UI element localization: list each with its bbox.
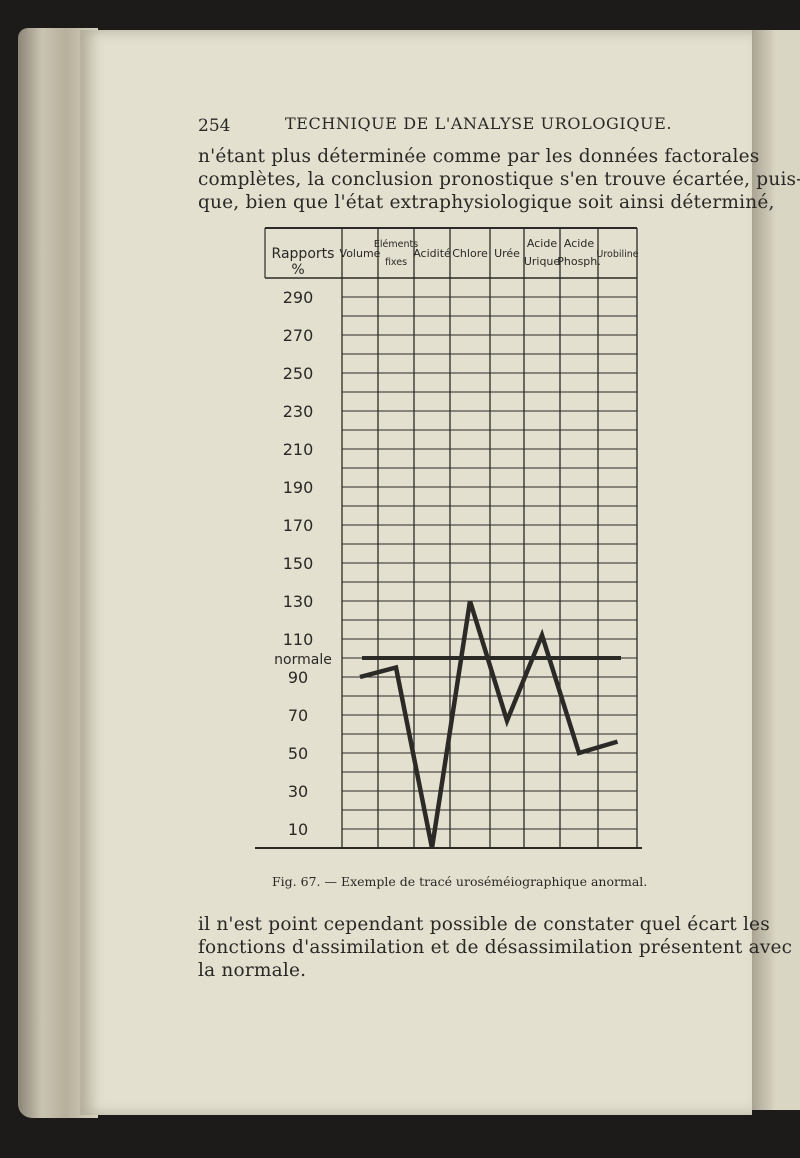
paragraph-line: la normale. — [198, 960, 307, 981]
column-header: Acide — [527, 237, 557, 250]
y-tick-label: 70 — [288, 706, 308, 725]
figure-caption: Fig. 67. — Exemple de tracé uroséméiogra… — [272, 874, 648, 889]
y-tick-label: 230 — [283, 402, 314, 421]
y-tick-label: 50 — [288, 744, 308, 763]
paragraph-line: il n'est point cependant possible de con… — [198, 914, 770, 935]
running-title: TECHNIQUE DE L'ANALYSE UROLOGIQUE. — [285, 114, 673, 133]
y-tick-label: 130 — [283, 592, 314, 611]
column-header: Chlore — [452, 247, 488, 260]
column-header: Acide — [564, 237, 594, 250]
book-page — [80, 30, 752, 1115]
y-tick-label: 110 — [283, 630, 314, 649]
y-tick-label: 210 — [283, 440, 314, 459]
y-axis-label: % — [291, 262, 304, 278]
column-header: Acidité — [413, 247, 451, 260]
y-tick-label: 150 — [283, 554, 314, 573]
facing-page — [752, 30, 800, 1110]
y-tick-label: 270 — [283, 326, 314, 345]
y-tick-label: 30 — [288, 782, 308, 801]
y-tick-label: 10 — [288, 820, 308, 839]
column-header: Urobiline — [596, 249, 638, 260]
y-tick-label: 90 — [288, 668, 308, 687]
column-header: Eléments — [374, 239, 418, 250]
y-axis-label: Rapports — [272, 246, 335, 262]
page-number: 254 — [198, 116, 231, 136]
y-tick-label: 250 — [283, 364, 314, 383]
y-tick-label: 190 — [283, 478, 314, 497]
paragraph-line: que, bien que l'état extraphysiologique … — [198, 192, 775, 213]
column-header: Phosph. — [557, 255, 601, 268]
column-header: fixes — [385, 257, 407, 268]
column-header: Urique — [524, 255, 561, 268]
paragraph-line: complètes, la conclusion pronostique s'e… — [198, 169, 800, 190]
y-tick-label: 290 — [283, 288, 314, 307]
column-header: Urée — [494, 247, 520, 260]
y-tick-label: 170 — [283, 516, 314, 535]
normal-line-label: normale — [274, 652, 332, 668]
data-series-line — [359, 600, 619, 849]
paragraph-line: n'étant plus déterminée comme par les do… — [198, 146, 760, 167]
column-header: Volume — [340, 247, 381, 260]
paragraph-line: fonctions d'assimilation et de désassimi… — [198, 937, 793, 958]
